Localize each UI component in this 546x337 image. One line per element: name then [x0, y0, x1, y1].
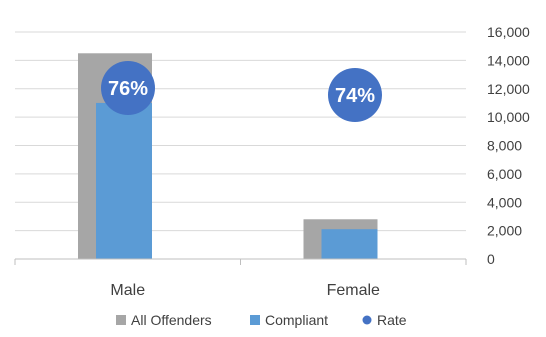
category-label: Female — [327, 282, 380, 299]
legend-label: Rate — [377, 312, 407, 328]
legend-swatch — [250, 315, 260, 325]
y-tick-label: 14,000 — [487, 52, 530, 68]
rate-label: 74% — [335, 85, 375, 107]
legend-swatch — [116, 315, 126, 325]
bar-compliant — [321, 229, 378, 259]
rate-markers: 76% 74% — [101, 61, 382, 122]
legend: All Offenders Compliant Rate — [116, 312, 407, 328]
y-tick-label: 2,000 — [487, 223, 522, 239]
x-axis — [14, 258, 467, 265]
rate-marker — [328, 68, 382, 122]
y-tick-label: 12,000 — [487, 81, 530, 97]
legend-label: Compliant — [265, 312, 328, 328]
bar-compliant — [96, 102, 152, 259]
y-tick-label: 10,000 — [487, 109, 530, 125]
rate-marker — [101, 61, 155, 115]
y-tick-label: 6,000 — [487, 166, 522, 182]
legend-label: All Offenders — [131, 312, 212, 328]
x-axis-categories: Male Female — [110, 282, 380, 299]
legend-swatch — [362, 315, 372, 325]
y-tick-label: 4,000 — [487, 194, 522, 210]
y-tick-label: 16,000 — [487, 24, 530, 40]
rate-label: 76% — [108, 78, 148, 100]
y-axis-ticks: 16,000 14,000 12,000 10,000 8,000 6,000 4,000 2… — [487, 24, 530, 267]
y-tick-label: 8,000 — [487, 138, 522, 154]
category-label: Male — [110, 282, 145, 299]
y-tick-label: 0 — [487, 251, 495, 267]
